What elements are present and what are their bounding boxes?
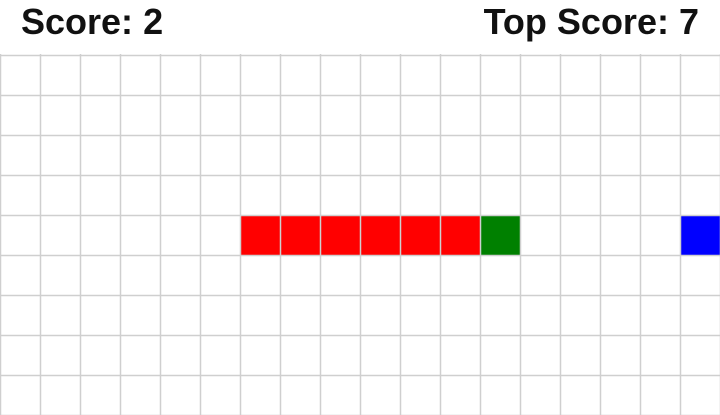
food-item: [680, 215, 720, 255]
grid-lines: [0, 54, 720, 415]
snake-body-segment: [240, 215, 280, 255]
score-bar: Score: 2 Top Score: 7: [0, 0, 720, 54]
score-value: 2: [143, 1, 164, 42]
snake-body-segment: [400, 215, 440, 255]
pieces-layer: [240, 215, 720, 255]
game-board[interactable]: [0, 54, 720, 415]
snake-body-segment: [440, 215, 480, 255]
current-score: Score: 2: [21, 2, 163, 42]
snake-body-segment: [360, 215, 400, 255]
game-grid[interactable]: [0, 54, 720, 415]
top-score-label: Top Score:: [483, 1, 669, 42]
top-score: Top Score: 7: [484, 2, 699, 42]
snake-body-segment: [320, 215, 360, 255]
top-score-value: 7: [678, 1, 699, 42]
score-label: Score:: [21, 1, 134, 42]
snake-head: [480, 215, 520, 255]
snake-body-segment: [280, 215, 320, 255]
